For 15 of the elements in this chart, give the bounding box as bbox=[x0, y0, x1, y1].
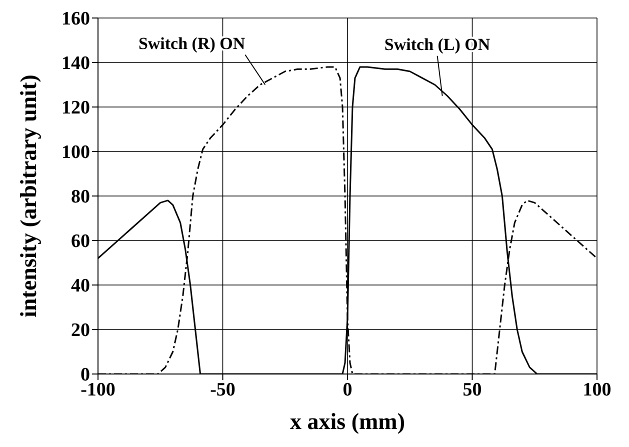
y-tick-label: 100 bbox=[62, 142, 90, 164]
y-tick-label: 80 bbox=[71, 186, 90, 208]
y-tick-label: 120 bbox=[62, 98, 90, 119]
y-tick-label: 40 bbox=[71, 276, 90, 297]
y-tick-label: 140 bbox=[62, 53, 90, 74]
y-tick-label: 60 bbox=[71, 231, 90, 252]
x-tick-label: -50 bbox=[210, 379, 236, 400]
y-axis-title: intensity (arbitrary unit) bbox=[16, 74, 42, 318]
y-tick-label: 0 bbox=[80, 364, 90, 386]
x-tick-label: 100 bbox=[582, 379, 612, 400]
y-tick-label: 160 bbox=[62, 8, 90, 30]
x-tick-label: 0 bbox=[342, 379, 352, 400]
x-axis-title: x axis (mm) bbox=[290, 409, 405, 434]
y-tick-label: 20 bbox=[71, 320, 90, 342]
x-tick-label: 50 bbox=[462, 379, 482, 400]
